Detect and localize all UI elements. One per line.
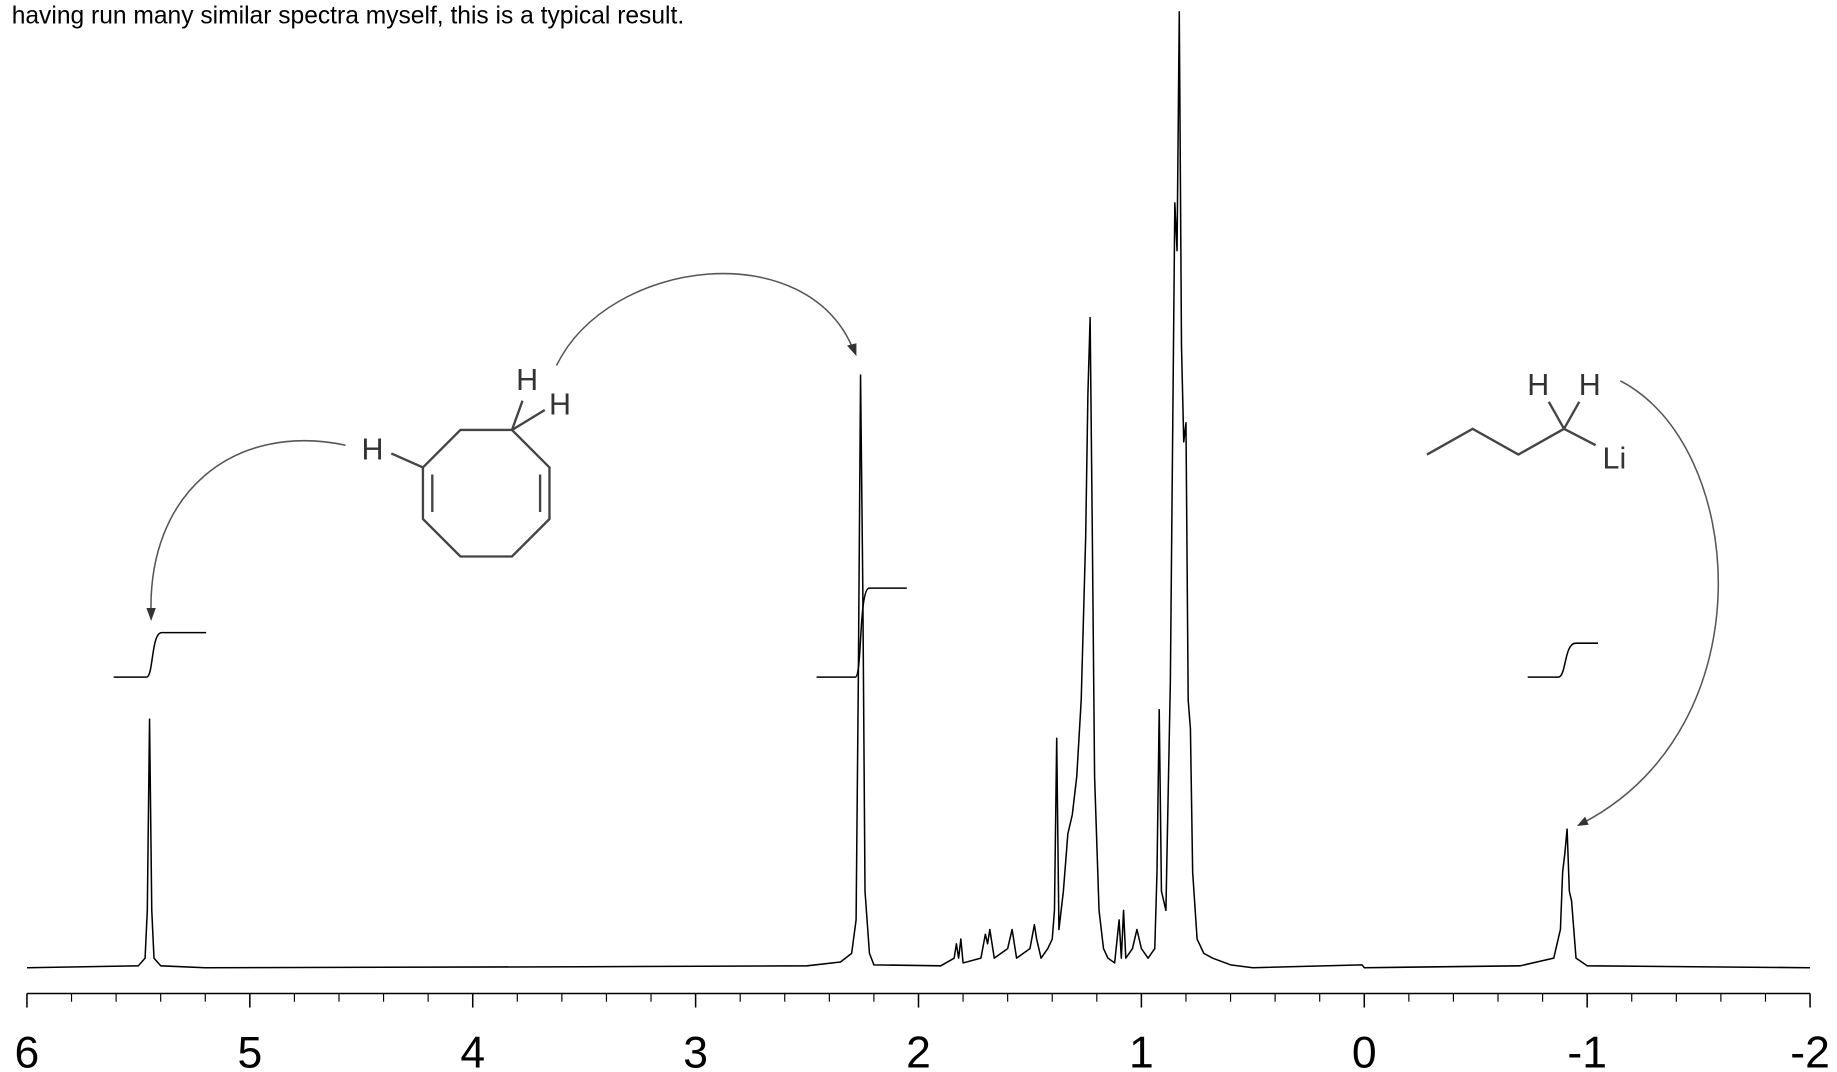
x-tick-label: 5	[237, 1028, 262, 1072]
ring	[421, 428, 551, 558]
x-tick-label: 1	[1129, 1028, 1154, 1072]
caption: having run many similar spectra myself, …	[12, 2, 684, 29]
bond	[390, 452, 424, 469]
arrowhead	[146, 608, 156, 621]
arrows	[146, 272, 1719, 826]
x-tick-label: 3	[683, 1028, 708, 1072]
spectrum-line	[26, 10, 1811, 969]
atom-label: H	[516, 363, 538, 397]
x-tick-label: 0	[1352, 1028, 1377, 1072]
atom-label: H	[362, 432, 384, 466]
x-tick-label: -1	[1567, 1028, 1607, 1072]
integrals	[113, 587, 1599, 678]
bond	[510, 400, 524, 431]
butyllithium: H H Li	[1426, 368, 1627, 476]
arrow	[1581, 380, 1719, 825]
arrow	[150, 440, 346, 617]
atom-label: Li	[1603, 442, 1627, 476]
x-tick-label: 6	[15, 1028, 40, 1072]
x-tick-label: -2	[1790, 1028, 1830, 1072]
integral-curve	[113, 631, 207, 678]
integral-curve	[816, 587, 907, 678]
arrowhead	[847, 343, 857, 357]
chain	[1426, 427, 1565, 456]
arrowhead	[1576, 816, 1589, 826]
cyclooctadiene: H H H	[362, 363, 571, 558]
x-tick-label: 2	[906, 1028, 931, 1072]
bond	[1563, 401, 1581, 430]
bond	[511, 409, 546, 431]
arrow	[555, 272, 855, 366]
bond	[1547, 401, 1566, 430]
integral-curve	[1527, 642, 1599, 678]
atom-label: H	[1579, 368, 1601, 402]
atom-label: H	[1527, 368, 1549, 402]
x-tick-label: 4	[460, 1028, 485, 1072]
bond	[1563, 427, 1597, 447]
atom-label: H	[549, 388, 571, 422]
